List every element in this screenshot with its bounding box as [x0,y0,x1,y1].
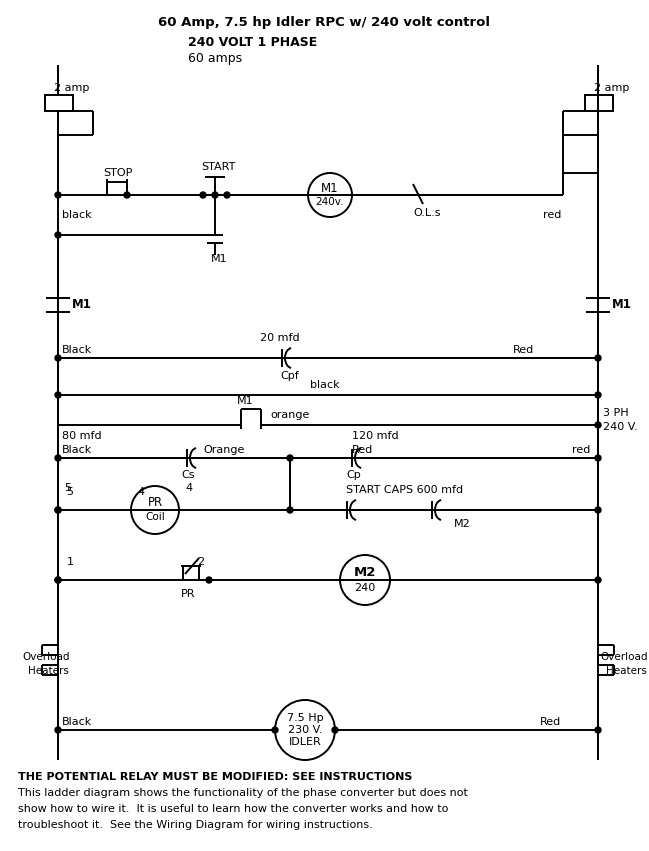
Circle shape [595,577,601,583]
Text: START CAPS 600 mfd: START CAPS 600 mfd [346,485,463,495]
Circle shape [124,192,130,198]
Text: Red: Red [540,717,561,727]
Circle shape [287,507,293,513]
Text: Orange: Orange [203,445,245,455]
Circle shape [212,192,218,198]
Circle shape [224,192,230,198]
Text: Coil: Coil [145,512,165,522]
Text: Black: Black [62,345,92,355]
Text: 3 PH: 3 PH [603,408,629,418]
Text: red: red [572,445,591,455]
Text: PR: PR [147,496,162,510]
Text: Red: Red [352,445,373,455]
Text: START: START [201,162,236,172]
Text: 20 mfd: 20 mfd [260,333,300,343]
Circle shape [55,455,61,461]
Text: 80 mfd: 80 mfd [62,431,102,441]
Circle shape [595,455,601,461]
Text: 2 amp: 2 amp [594,83,630,93]
Text: Overload: Overload [22,652,69,662]
Text: This ladder diagram shows the functionality of the phase converter but does not: This ladder diagram shows the functional… [18,788,468,798]
Circle shape [595,392,601,398]
Text: Black: Black [62,717,92,727]
Text: 2 amp: 2 amp [54,83,90,93]
Circle shape [55,727,61,733]
Text: Cs: Cs [181,470,195,480]
Circle shape [55,232,61,238]
Text: black: black [62,210,92,220]
Text: troubleshoot it.  See the Wiring Diagram for wiring instructions.: troubleshoot it. See the Wiring Diagram … [18,820,373,830]
Text: M1: M1 [237,396,254,406]
Circle shape [595,422,601,428]
Text: 240: 240 [354,583,376,593]
Text: M1: M1 [72,299,92,311]
Text: 5: 5 [64,483,71,493]
Text: 4: 4 [138,487,145,497]
Circle shape [595,727,601,733]
Text: 2: 2 [197,557,204,567]
Text: 60 Amp, 7.5 hp Idler RPC w/ 240 volt control: 60 Amp, 7.5 hp Idler RPC w/ 240 volt con… [158,16,490,29]
Text: Heaters: Heaters [606,666,647,676]
Text: PR: PR [181,589,195,599]
Text: 230 V.: 230 V. [288,725,323,735]
Circle shape [595,355,601,361]
Text: M2: M2 [454,519,471,529]
Circle shape [55,192,61,198]
Text: 120 mfd: 120 mfd [352,431,398,441]
Text: 240v.: 240v. [316,197,344,207]
Text: Cp: Cp [346,470,361,480]
Circle shape [272,727,278,733]
Circle shape [55,577,61,583]
Text: M1: M1 [211,254,228,264]
Text: 4: 4 [186,483,193,493]
Text: black: black [310,380,339,390]
Text: M2: M2 [354,566,376,579]
Text: 1: 1 [66,557,73,567]
Text: show how to wire it.  It is useful to learn how the converter works and how to: show how to wire it. It is useful to lea… [18,804,448,814]
Text: M1: M1 [321,181,339,195]
Text: 5: 5 [66,487,73,497]
Text: Black: Black [62,445,92,455]
Text: Overload: Overload [600,652,648,662]
Bar [45,95,73,111]
Circle shape [55,577,61,583]
Text: IDLER: IDLER [289,737,321,747]
Text: 7.5 Hp: 7.5 Hp [287,713,323,723]
Text: 240 V.: 240 V. [603,422,637,432]
Circle shape [55,392,61,398]
Text: O.L.s: O.L.s [413,208,441,218]
Circle shape [206,577,212,583]
Text: orange: orange [270,410,310,420]
Text: Cpf: Cpf [280,371,299,381]
Circle shape [55,355,61,361]
Circle shape [55,507,61,513]
Text: 60 amps: 60 amps [188,52,242,65]
Circle shape [287,455,293,461]
Circle shape [200,192,206,198]
Text: M1: M1 [612,299,632,311]
Text: STOP: STOP [103,168,132,178]
Text: THE POTENTIAL RELAY MUST BE MODIFIED: SEE INSTRUCTIONS: THE POTENTIAL RELAY MUST BE MODIFIED: SE… [18,772,412,782]
Circle shape [332,727,338,733]
Text: Red: Red [513,345,534,355]
Text: red: red [543,210,561,220]
Circle shape [595,507,601,513]
Circle shape [55,507,61,513]
Bar [585,95,613,111]
Text: 240 VOLT 1 PHASE: 240 VOLT 1 PHASE [188,36,317,49]
Text: Heaters: Heaters [28,666,69,676]
